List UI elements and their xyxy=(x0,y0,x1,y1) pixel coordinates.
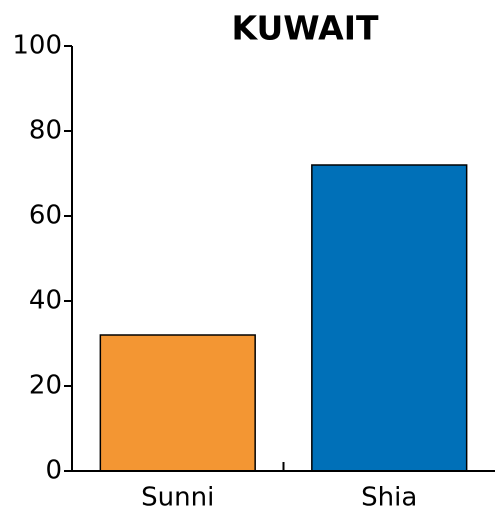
x-tick-label: Shia xyxy=(361,483,417,513)
chart-title: KUWAIT xyxy=(231,9,379,48)
y-tick-label: 80 xyxy=(29,116,62,146)
x-tick-label: Sunni xyxy=(141,483,214,513)
y-tick-label: 0 xyxy=(45,456,62,486)
y-tick-label: 100 xyxy=(12,31,62,61)
bar xyxy=(311,164,468,472)
bar xyxy=(99,334,256,472)
y-tick-label: 60 xyxy=(29,201,62,231)
y-tick-label: 20 xyxy=(29,371,62,401)
y-tick-label: 40 xyxy=(29,286,62,316)
